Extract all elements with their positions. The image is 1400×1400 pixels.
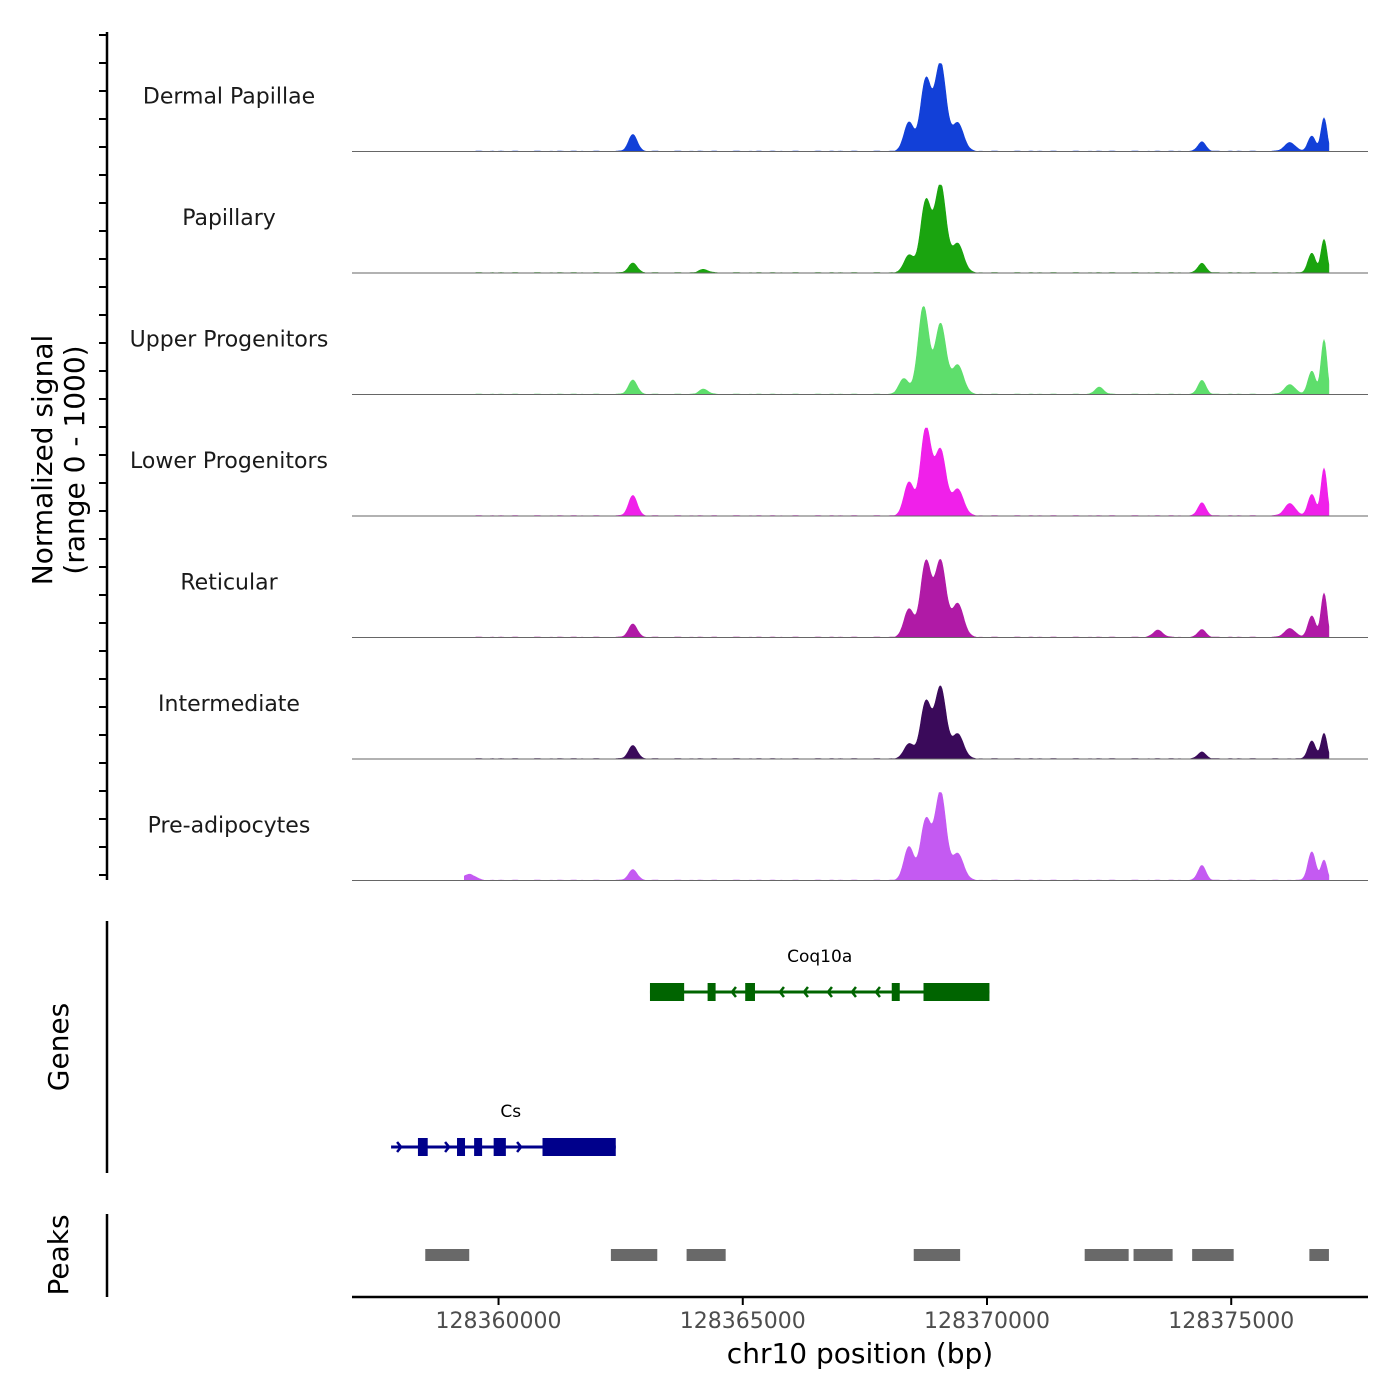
track-pre-adipocytes (352, 792, 1368, 881)
peak-region (1084, 1249, 1129, 1261)
track-intermediate (352, 685, 1368, 760)
strand-arrow (874, 986, 881, 998)
strand-arrow (516, 1141, 523, 1153)
genes-axis-title: Genes (42, 1003, 75, 1091)
x-tick-label: 128365000 (680, 1309, 806, 1334)
track-label: Lower Progenitors (130, 449, 328, 474)
strand-arrow (730, 986, 737, 998)
strand-arrow (826, 986, 833, 998)
strand-arrow (444, 1141, 451, 1153)
gene-exon (649, 983, 685, 1001)
gene-exon (542, 1138, 616, 1156)
track-label: Reticular (180, 571, 278, 596)
x-tick-label: 128370000 (924, 1309, 1050, 1334)
peak-track (425, 1249, 1329, 1261)
signal-y-axis (99, 32, 109, 880)
gene-name: Coq10a (787, 947, 852, 967)
track-lower-progenitors (352, 427, 1368, 517)
peak-region (913, 1249, 961, 1261)
y-axis-title-range: (range 0 - 1000) (58, 345, 91, 574)
gene-cs: Cs (391, 1102, 616, 1156)
strand-arrow (778, 986, 785, 998)
track-labels: Dermal Papillae Papillary Upper Progenitor… (130, 85, 329, 839)
track-label: Dermal Papillae (143, 85, 315, 110)
gene-coq10a: Coq10a (649, 947, 990, 1001)
peak-region (1192, 1249, 1234, 1261)
strand-arrow (396, 1141, 403, 1153)
gene-exon (474, 1138, 483, 1156)
strand-arrow (802, 986, 809, 998)
track-label: Papillary (182, 206, 276, 231)
peak-region (610, 1249, 658, 1261)
gene-name: Cs (500, 1102, 521, 1122)
x-tick-label: 128360000 (436, 1309, 562, 1334)
coverage-area (464, 558, 1330, 638)
coverage-area (464, 427, 1330, 517)
track-label: Upper Progenitors (130, 328, 329, 353)
track-label: Intermediate (158, 692, 300, 717)
gene-exon (457, 1138, 466, 1156)
track-upper-progenitors (352, 306, 1368, 395)
track-label: Pre-adipocytes (148, 814, 311, 839)
gene-exon (745, 983, 755, 1001)
x-tick-label: 128375000 (1168, 1309, 1294, 1334)
coverage-tracks (352, 63, 1368, 881)
coverage-area (464, 685, 1330, 760)
coverage-area (464, 792, 1330, 881)
track-papillary (352, 184, 1368, 274)
peak-region (686, 1249, 726, 1261)
peak-region (1309, 1249, 1329, 1261)
x-axis: 128360000 128365000 128370000 128375000 (352, 1295, 1368, 1334)
track-reticular (352, 558, 1368, 638)
coverage-area (464, 184, 1330, 274)
peaks-axis-title: Peaks (42, 1214, 75, 1295)
gene-exon (891, 983, 900, 1001)
y-axis-title: Normalized signal (26, 335, 59, 586)
gene-exon (707, 983, 716, 1001)
peak-region (1133, 1249, 1173, 1261)
strand-arrow (850, 986, 857, 998)
gene-track: Coq10a Cs (391, 947, 990, 1156)
peak-region (425, 1249, 470, 1261)
gene-exon (923, 983, 990, 1001)
gene-exon (417, 1138, 428, 1156)
coverage-area (464, 306, 1330, 395)
coverage-area (464, 63, 1330, 152)
gene-exon (493, 1138, 506, 1156)
track-dermal-papillae (352, 63, 1368, 152)
x-axis-title: chr10 position (bp) (727, 1337, 993, 1370)
